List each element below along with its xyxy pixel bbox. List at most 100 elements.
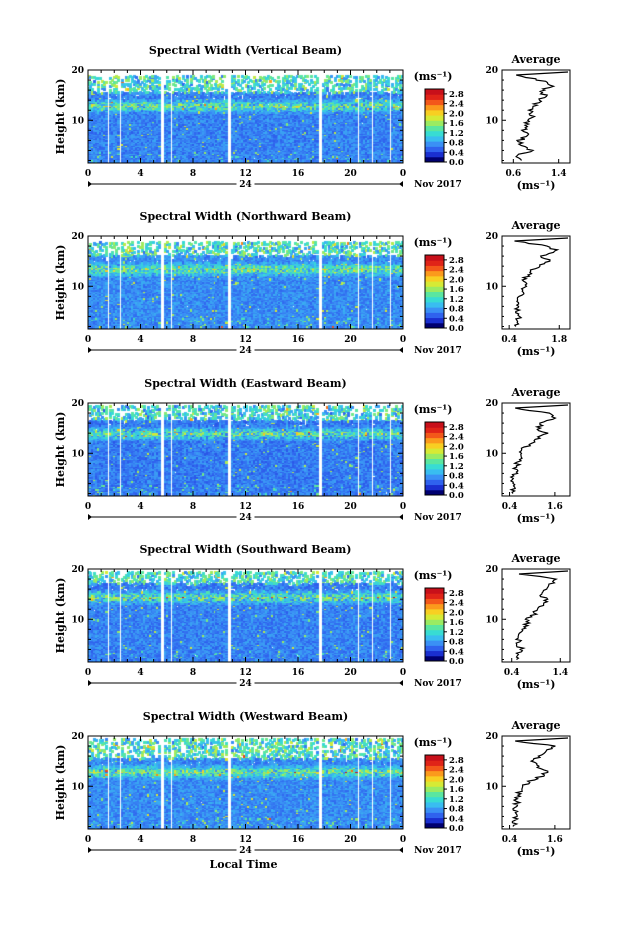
x-tick-label: 0 <box>85 335 91 345</box>
colorbar-tick-label: 0.0 <box>449 657 464 667</box>
colorbar-tick-label: 0.0 <box>449 824 464 834</box>
average-x-tick-label: 0.4 <box>502 502 518 512</box>
colorbar-segment <box>425 598 444 605</box>
colorbar-tick-label: 2.0 <box>449 109 464 119</box>
colorbar-segment <box>425 104 444 111</box>
colorbar-tick-label: 0.0 <box>449 158 464 168</box>
colorbar-segment <box>425 260 444 266</box>
x-tick-label: 0 <box>85 668 91 678</box>
panel-title: Spectral Width (Eastward Beam) <box>144 377 346 390</box>
x-tick-label: 20 <box>344 502 357 512</box>
heatmap-image <box>88 403 403 496</box>
x-tick-label: 12 <box>239 835 252 845</box>
day-label: 24 <box>239 180 252 190</box>
date-label: Nov 2017 <box>414 679 462 689</box>
x-tick-label: 0 <box>400 668 406 678</box>
day-label-bg <box>236 845 255 855</box>
y-tick-label: 10 <box>71 116 84 126</box>
colorbar-segment <box>425 453 444 459</box>
colorbar-unit: (ms⁻¹) <box>414 403 453 416</box>
colorbar-segment <box>425 99 444 106</box>
colorbar-tick-label: 1.2 <box>449 462 464 472</box>
panel-3: Spectral Width (Southward Beam) 10 20 Heigh… <box>54 543 571 691</box>
colorbar-segment <box>425 603 444 610</box>
average-frame <box>501 235 571 330</box>
colorbar-segment <box>425 432 444 439</box>
colorbar-segment <box>425 437 444 444</box>
colorbar-tick-label: 1.6 <box>449 452 464 462</box>
average-y-tick-label: 20 <box>485 399 498 409</box>
y-tick-label: 20 <box>71 732 84 742</box>
average-x-tick-label: 0.6 <box>505 169 521 179</box>
average-unit: (ms⁻¹) <box>517 845 556 858</box>
colorbar-tick-label: 0.4 <box>449 314 464 324</box>
colorbar-tick-label: 2.8 <box>449 423 464 433</box>
colorbar-segment <box>425 120 444 126</box>
y-tick-label: 10 <box>71 615 84 625</box>
average-title: Average <box>510 386 560 399</box>
y-axis-label: Height (km) <box>54 578 67 654</box>
colorbar-tick-label: 0.8 <box>449 305 464 315</box>
colorbar-segment <box>425 141 444 147</box>
average-title: Average <box>510 552 560 565</box>
average-frame <box>501 69 571 164</box>
average-profile-line <box>513 237 569 327</box>
x-tick-label: 16 <box>292 835 305 845</box>
colorbar-segment <box>425 588 444 594</box>
y-tick-label: 10 <box>71 782 84 792</box>
colorbar-segment <box>425 296 444 303</box>
colorbar-tick-label: 2.0 <box>449 608 464 618</box>
colorbar-tick-label: 0.8 <box>449 805 464 815</box>
average-x-tick-label: 1.8 <box>551 335 567 345</box>
colorbar-tick-label: 2.4 <box>449 599 464 609</box>
colorbar-tick-label: 0.0 <box>449 324 464 334</box>
colorbar-segment <box>425 151 444 158</box>
colorbar-segment <box>425 655 444 662</box>
day-start-marker <box>88 514 92 520</box>
colorbar-segment <box>425 474 444 480</box>
colorbar-segment <box>425 822 444 829</box>
colorbar-frame <box>424 421 445 496</box>
colorbar-frame <box>424 587 445 662</box>
date-label: Nov 2017 <box>414 846 462 856</box>
colorbar-segment <box>425 593 444 599</box>
colorbar-tick-label: 2.0 <box>449 442 464 452</box>
colorbar-tick-label: 1.6 <box>449 119 464 129</box>
colorbar-segment <box>425 109 444 116</box>
colorbar-segment <box>425 484 444 491</box>
colorbar-tick-label: 2.4 <box>449 766 464 776</box>
colorbar-segment <box>425 94 444 100</box>
panel-4: Spectral Width (Westward Beam) 10 20 Height… <box>54 710 571 871</box>
average-unit: (ms⁻¹) <box>517 179 556 192</box>
colorbar-segment <box>425 817 444 824</box>
day-label-bg <box>236 678 255 688</box>
x-tick-label: 16 <box>292 169 305 179</box>
colorbar-segment <box>425 796 444 803</box>
y-axis-label: Height (km) <box>54 245 67 321</box>
x-tick-label: 0 <box>85 169 91 179</box>
x-tick-label: 20 <box>344 335 357 345</box>
average-x-tick-label: 1.4 <box>552 668 568 678</box>
x-tick-label: 4 <box>137 668 143 678</box>
x-tick-label: 4 <box>137 335 143 345</box>
average-y-tick-label: 20 <box>485 565 498 575</box>
average-y-tick-label: 20 <box>485 732 498 742</box>
average-title: Average <box>510 719 560 732</box>
average-frame <box>501 402 571 497</box>
day-end-marker <box>399 680 403 686</box>
colorbar-segment <box>425 479 444 486</box>
average-profile-line <box>515 71 569 161</box>
colorbar-segment <box>425 89 444 95</box>
colorbar-segment <box>425 775 444 782</box>
average-unit: (ms⁻¹) <box>517 345 556 358</box>
colorbar-segment <box>425 135 444 142</box>
colorbar-unit: (ms⁻¹) <box>414 569 453 582</box>
colorbar-segment <box>425 270 444 277</box>
x-tick-label: 8 <box>190 335 196 345</box>
average-x-tick-label: 1.6 <box>547 502 563 512</box>
colorbar-segment <box>425 645 444 652</box>
heatmap-image <box>88 569 403 662</box>
average-x-tick-label: 0.4 <box>504 668 520 678</box>
panel-title: Spectral Width (Vertical Beam) <box>149 44 342 57</box>
colorbar-segment <box>425 442 444 449</box>
